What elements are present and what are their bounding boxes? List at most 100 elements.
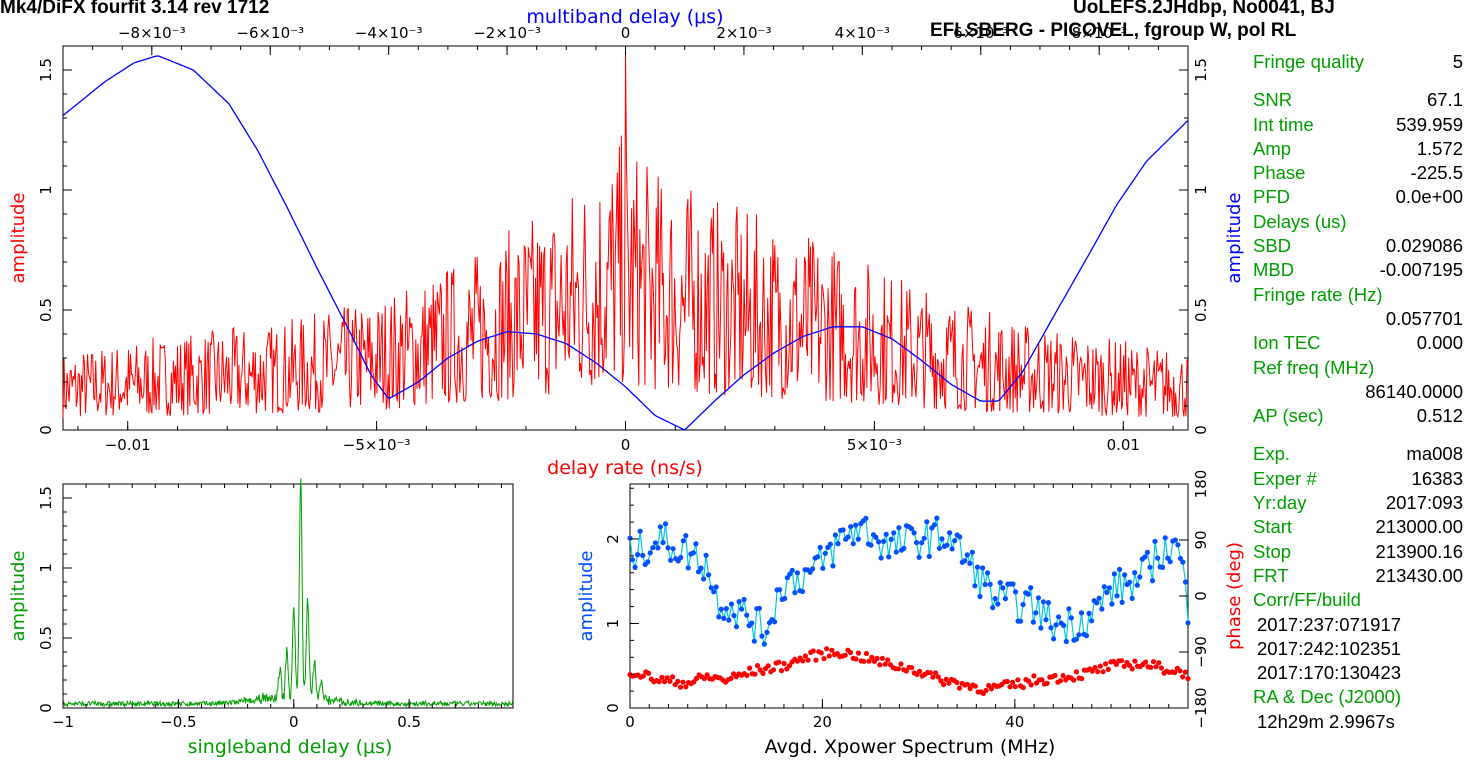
amplitude-point	[693, 541, 699, 547]
amplitude-point	[949, 546, 955, 552]
amplitude-point	[840, 527, 846, 533]
amplitude-point	[985, 570, 991, 576]
panel-gap	[1253, 74, 1463, 88]
x-tick-label: 40	[1005, 713, 1024, 731]
amplitude-point	[1144, 549, 1150, 556]
phase-point	[656, 679, 662, 685]
phase-point	[667, 678, 673, 684]
phase-point	[1148, 664, 1154, 670]
phase-point	[1015, 677, 1021, 683]
info-label: FRT	[1253, 564, 1289, 586]
info-label: Phase	[1253, 162, 1306, 184]
amplitude-point	[640, 552, 646, 559]
amplitude-point	[1142, 554, 1148, 560]
x-tick-label: 0.5	[397, 713, 421, 731]
phase-point	[874, 655, 880, 662]
amplitude-point	[1000, 585, 1006, 591]
top-tick-label: 0	[621, 24, 631, 42]
amplitude-point	[1025, 591, 1031, 597]
info-row: PFD 0.0e+00	[1253, 185, 1463, 209]
amplitude-point	[931, 522, 938, 528]
amplitude-point	[1182, 579, 1189, 585]
info-value: -225.5	[1410, 162, 1463, 184]
phase-tick-label: −180	[1192, 687, 1210, 728]
baseline-subtitle: EFLSBERG - PICOVEL, fgroup W, pol RL	[930, 20, 1297, 41]
info-value: 2017:093	[1385, 492, 1463, 514]
amplitude-point	[1101, 584, 1107, 590]
phase-point	[938, 678, 944, 684]
amplitude-point	[665, 545, 671, 551]
phase-point	[1121, 663, 1127, 670]
phase-point	[781, 660, 787, 667]
amplitude-point	[650, 545, 656, 551]
info-row: 12h29m 2.9967s	[1257, 710, 1395, 732]
amplitude-point	[662, 521, 669, 527]
amplitude-point	[896, 525, 902, 531]
phase-point	[882, 661, 888, 667]
y-tick-label: 2	[604, 534, 622, 544]
amplitude-point	[733, 624, 740, 630]
phase-point	[765, 663, 771, 669]
phase-point	[909, 665, 915, 671]
amplitude-point	[1035, 595, 1041, 601]
amplitude-point	[1020, 601, 1026, 608]
amplitude-point	[883, 531, 889, 537]
phase-point	[728, 675, 734, 682]
info-row: Corr/FF/build	[1253, 589, 1361, 611]
amplitude-point	[789, 567, 795, 573]
phase-point	[669, 674, 676, 680]
amplitude-point	[888, 536, 894, 543]
amplitude-point	[629, 557, 636, 563]
phase-point	[1129, 666, 1135, 672]
amplitude-point	[868, 542, 874, 548]
phase-point	[821, 656, 827, 662]
x-tick-label: −0.5	[160, 713, 196, 731]
phase-point	[855, 650, 862, 656]
amplitude-point	[1043, 617, 1049, 623]
amplitude-point	[1162, 535, 1168, 541]
amplitude-point	[810, 566, 816, 572]
amplitude-point	[855, 536, 861, 542]
info-label: Exper #	[1253, 467, 1317, 489]
amplitude-point	[980, 565, 986, 571]
amplitude-point	[736, 599, 742, 605]
y-tick-label: 1	[604, 619, 622, 629]
x-tick-label: −5×10⁻³	[343, 436, 411, 454]
amplitude-point	[1076, 632, 1082, 638]
multiband-delay-axis-label: multiband delay (μs)	[526, 6, 723, 28]
top-tick-label: 6×10⁻³	[953, 24, 1008, 42]
amplitude-point	[1137, 574, 1143, 580]
phase-point	[664, 675, 670, 681]
phase-point	[1156, 660, 1162, 666]
x-tick-label: −1	[52, 713, 74, 731]
top-tick-label: −8×10⁻³	[118, 24, 186, 42]
x-tick-label: 0	[289, 713, 299, 731]
phase-point	[800, 658, 806, 664]
amplitude-point	[832, 532, 839, 538]
y-tick-label: 0	[604, 703, 622, 713]
amplitude-point	[1053, 622, 1059, 628]
phase-point	[826, 653, 832, 659]
phase-point	[930, 674, 936, 680]
phase-point	[693, 675, 700, 682]
phase-point	[810, 648, 816, 654]
amplitude-point	[1132, 570, 1138, 576]
amplitude-point	[1083, 633, 1090, 639]
info-label: Stop	[1253, 540, 1292, 562]
amplitude-point	[1155, 555, 1161, 561]
amplitude-point	[1149, 578, 1156, 584]
info-row: Exp. ma008	[1253, 442, 1463, 466]
amplitude-point	[1096, 595, 1102, 601]
info-label: Fringe quality	[1253, 51, 1365, 72]
amplitude-point	[744, 612, 750, 618]
amplitude-point	[974, 564, 981, 570]
amplitude-point	[817, 544, 823, 551]
amplitude-point	[1038, 625, 1044, 631]
amplitude-point	[683, 533, 689, 539]
amplitude-point	[1061, 622, 1067, 629]
phase-point	[956, 685, 963, 691]
amplitude-point	[1104, 589, 1110, 596]
amplitude-point	[992, 596, 998, 602]
y-tick-label: 1	[37, 185, 55, 195]
